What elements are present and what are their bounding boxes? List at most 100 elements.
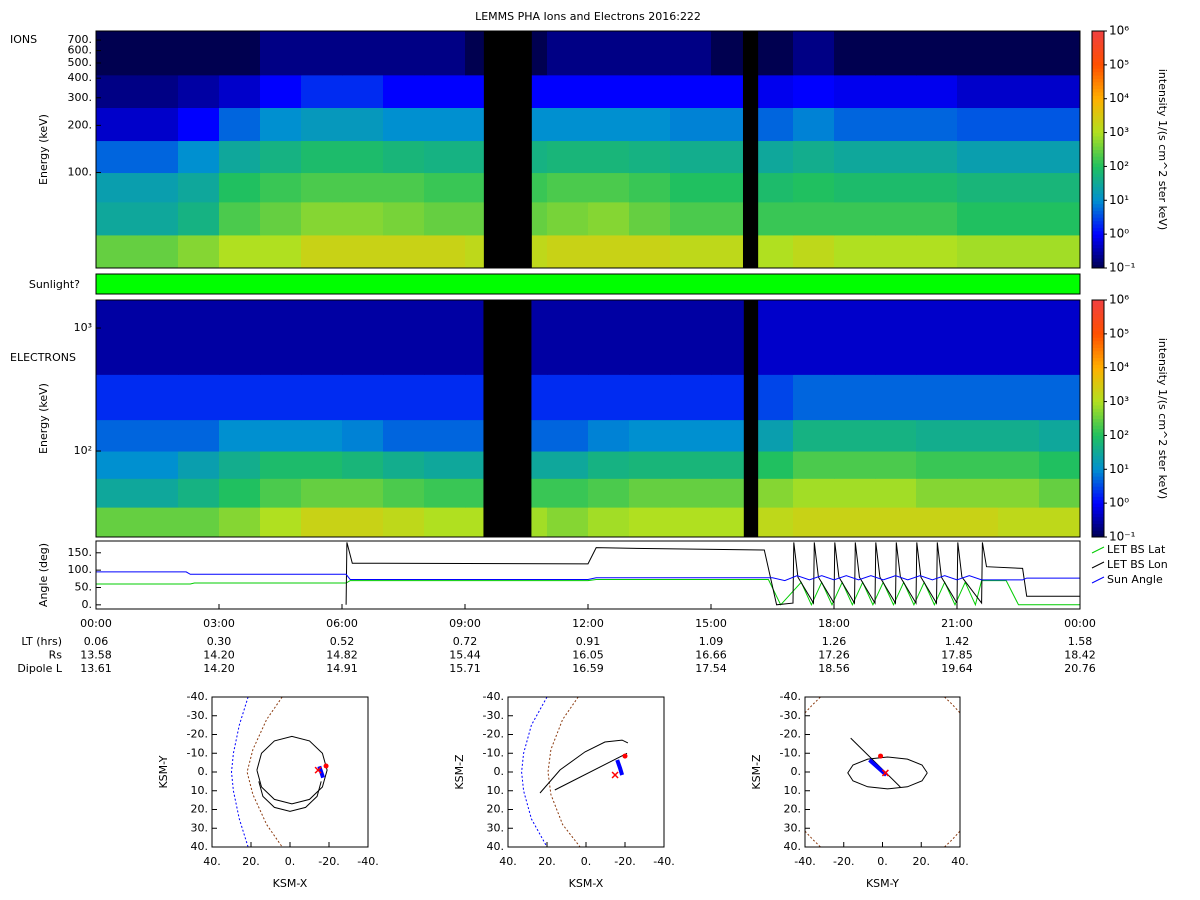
- series-line: [805, 830, 821, 847]
- heatmap-cell: [957, 419, 999, 452]
- x-tick-label: -40.: [794, 855, 815, 868]
- heatmap-cell: [629, 374, 671, 421]
- colorbar-segment: [1092, 58, 1104, 62]
- heatmap-cell: [178, 201, 220, 236]
- heatmap-cell: [670, 201, 712, 236]
- colorbar-segment: [1092, 347, 1104, 352]
- colorbar-segment: [1092, 516, 1104, 521]
- x-axis-label: KSM-X: [273, 877, 308, 890]
- heatmap-cell: [137, 451, 179, 479]
- heatmap-cell: [301, 140, 343, 174]
- heatmap-cell: [588, 172, 630, 203]
- colorbar-segment: [1092, 371, 1104, 375]
- heatmap-cell: [260, 451, 302, 479]
- heatmap-cell: [875, 31, 917, 76]
- heatmap-cell: [588, 74, 630, 109]
- colorbar-segment: [1092, 68, 1104, 73]
- heatmap-cell: [96, 478, 138, 508]
- heatmap-cell: [793, 419, 835, 452]
- data-gap: [483, 31, 532, 268]
- y-tick-label: 10³: [74, 321, 92, 334]
- heatmap-cell: [957, 31, 999, 76]
- ephemeris-value: 18.42: [1064, 649, 1096, 662]
- heatmap-cell: [547, 31, 589, 76]
- x-tick-label: 0.: [581, 855, 592, 868]
- heatmap-cell: [793, 201, 835, 236]
- heatmap-cell: [96, 140, 138, 174]
- heatmap-cell: [629, 507, 671, 538]
- ephemeris-value: 17.85: [941, 649, 973, 662]
- heatmap-cell: [260, 140, 302, 174]
- heatmap-cell: [629, 201, 671, 236]
- heatmap-cell: [998, 300, 1040, 375]
- heatmap-cell: [998, 507, 1040, 538]
- plot-area: [230, 697, 329, 847]
- colorbar-segment: [1092, 142, 1104, 147]
- heatmap-cell: [342, 74, 384, 109]
- heatmap-cell: [96, 300, 138, 375]
- colorbar-tick-label: 10⁵: [1109, 326, 1129, 340]
- heatmap-cell: [629, 478, 671, 508]
- heatmap-cell: [957, 451, 999, 479]
- legend-swatch: [1091, 561, 1105, 569]
- heatmap-cell: [383, 74, 425, 109]
- heatmap-cell: [137, 300, 179, 375]
- heatmap-cell: [629, 74, 671, 109]
- heatmap-cell: [137, 74, 179, 109]
- colorbar-segment: [1092, 223, 1104, 228]
- colorbar-label: intensity 1/(s cm^2 ster keV): [1156, 69, 1169, 230]
- colorbar-segment: [1092, 421, 1104, 426]
- marker-x: [611, 771, 619, 779]
- colorbar-segment: [1092, 344, 1104, 348]
- heatmap-cell: [752, 451, 794, 479]
- heatmap-cell: [670, 507, 712, 538]
- heatmap-cell: [178, 374, 220, 421]
- heatmap-cell: [1039, 300, 1081, 375]
- heatmap-cell: [588, 201, 630, 236]
- colorbar-segment: [1092, 432, 1104, 436]
- heatmap-cell: [916, 507, 958, 538]
- heatmap-cell: [547, 478, 589, 508]
- legend-label: Sun Angle: [1107, 573, 1163, 586]
- heatmap-cell: [424, 140, 466, 174]
- heatmap-cell: [752, 419, 794, 452]
- heatmap-cell: [178, 300, 220, 375]
- colorbar-segment: [1092, 452, 1104, 457]
- heatmap-cell: [260, 300, 302, 375]
- y-tick-label: 10²: [74, 444, 92, 457]
- heatmap-cell: [670, 478, 712, 508]
- heatmap-cell: [424, 31, 466, 76]
- y-tick-label: 400.: [68, 71, 93, 84]
- colorbar-tick-label: 10³: [1109, 125, 1129, 139]
- heatmap-cell: [383, 419, 425, 452]
- series-line: [615, 759, 625, 776]
- series-line: [850, 737, 901, 788]
- heatmap-cell: [424, 172, 466, 203]
- colorbar-segment: [1092, 261, 1104, 266]
- x-tick-label: 20.: [538, 855, 556, 868]
- heatmap-cell: [1039, 31, 1081, 76]
- series-line: [847, 756, 928, 790]
- colorbar-segment: [1092, 105, 1104, 110]
- heatmap-cell: [424, 300, 466, 375]
- x-tick-label: 18:00: [818, 617, 850, 630]
- heatmap-cell: [670, 74, 712, 109]
- colorbar-segment: [1092, 499, 1104, 504]
- heatmap-cell: [588, 419, 630, 452]
- heatmap-cell: [342, 31, 384, 76]
- heatmap-cell: [875, 451, 917, 479]
- heatmap-cell: [998, 74, 1040, 109]
- heatmap-cell: [1039, 140, 1081, 174]
- colorbar-segment: [1092, 159, 1104, 164]
- heatmap-cell: [998, 107, 1040, 142]
- colorbar-segment: [1092, 115, 1104, 120]
- heatmap-cell: [137, 107, 179, 142]
- y-axis-label: KSM-Z: [453, 754, 466, 790]
- x-tick-label: 09:00: [449, 617, 481, 630]
- colorbar-segment: [1092, 44, 1104, 49]
- colorbar-segment: [1092, 129, 1104, 134]
- y-tick-label: 10.: [487, 784, 505, 797]
- y-tick-label: -30.: [483, 709, 504, 722]
- colorbar-segment: [1092, 513, 1104, 518]
- x-tick-label: 40.: [951, 855, 969, 868]
